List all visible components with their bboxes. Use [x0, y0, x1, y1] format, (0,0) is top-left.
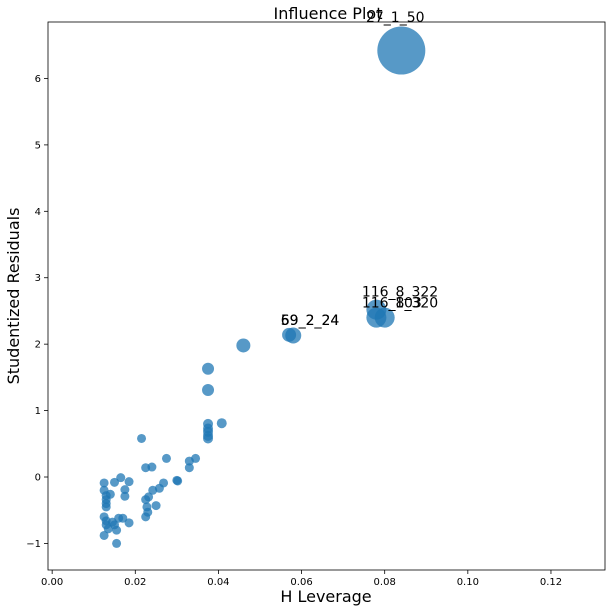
data-point [120, 485, 130, 495]
data-point [184, 456, 194, 466]
y-tick-label: 6 [35, 74, 41, 85]
y-tick-label: 2 [35, 340, 41, 351]
data-point [141, 495, 151, 505]
x-tick-label: 0.04 [207, 577, 229, 588]
data-point [118, 513, 128, 523]
data-point [173, 476, 183, 486]
data-point [141, 512, 151, 522]
y-tick-label: 5 [35, 140, 41, 151]
data-point [366, 299, 387, 320]
x-tick-label: 0.02 [124, 577, 146, 588]
data-point [124, 518, 134, 528]
chart-title: Influence Plot [274, 4, 383, 23]
data-point [110, 477, 120, 487]
data-point [120, 491, 130, 501]
plot-area [47, 21, 606, 571]
y-tick-label: 3 [35, 273, 41, 284]
x-tick-label: 0.12 [540, 577, 562, 588]
data-point [112, 525, 122, 535]
data-point [377, 26, 426, 75]
data-point [112, 538, 122, 548]
point-annotation: 27_1_50 [366, 10, 425, 26]
data-point [137, 433, 147, 443]
data-point [116, 473, 126, 483]
x-axis-ticks: 0.00 0.02 0.04 0.06 0.08 0.10 0.12 [41, 570, 562, 588]
y-axis-label: Studentized Residuals [4, 208, 23, 385]
data-point [161, 453, 171, 463]
data-point [202, 383, 215, 396]
x-tick-label: 0.10 [457, 577, 479, 588]
data-point [124, 477, 134, 487]
data-point [216, 418, 227, 429]
y-tick-label: 4 [35, 207, 41, 218]
data-point [202, 362, 215, 375]
data-point [101, 502, 111, 512]
data-point [236, 338, 251, 353]
point-annotation: 69_2_24 [281, 313, 340, 329]
data-point [151, 501, 161, 511]
data-point [99, 478, 109, 488]
point-annotation: 103 [395, 296, 422, 312]
data-point [147, 462, 157, 472]
x-axis-label: H Leverage [280, 587, 371, 606]
data-point [203, 433, 214, 444]
data-point [184, 463, 194, 473]
y-tick-label: −1 [26, 539, 41, 550]
x-tick-label: 0.08 [374, 577, 396, 588]
x-tick-label: 0.00 [41, 577, 63, 588]
data-point [148, 485, 158, 495]
y-tick-label: 1 [35, 406, 41, 417]
x-tick-label: 0.06 [290, 577, 312, 588]
point-annotation: 59_2_24 [281, 313, 340, 329]
points-layer [99, 26, 426, 548]
point-annotation: 116_8_322 [362, 284, 438, 300]
y-tick-label: 0 [35, 473, 41, 484]
y-axis-ticks: −1 0 1 2 3 4 5 6 [26, 74, 48, 550]
data-point [282, 327, 297, 342]
data-point [99, 530, 109, 540]
point-annotation: 116_8_320 [362, 296, 438, 312]
